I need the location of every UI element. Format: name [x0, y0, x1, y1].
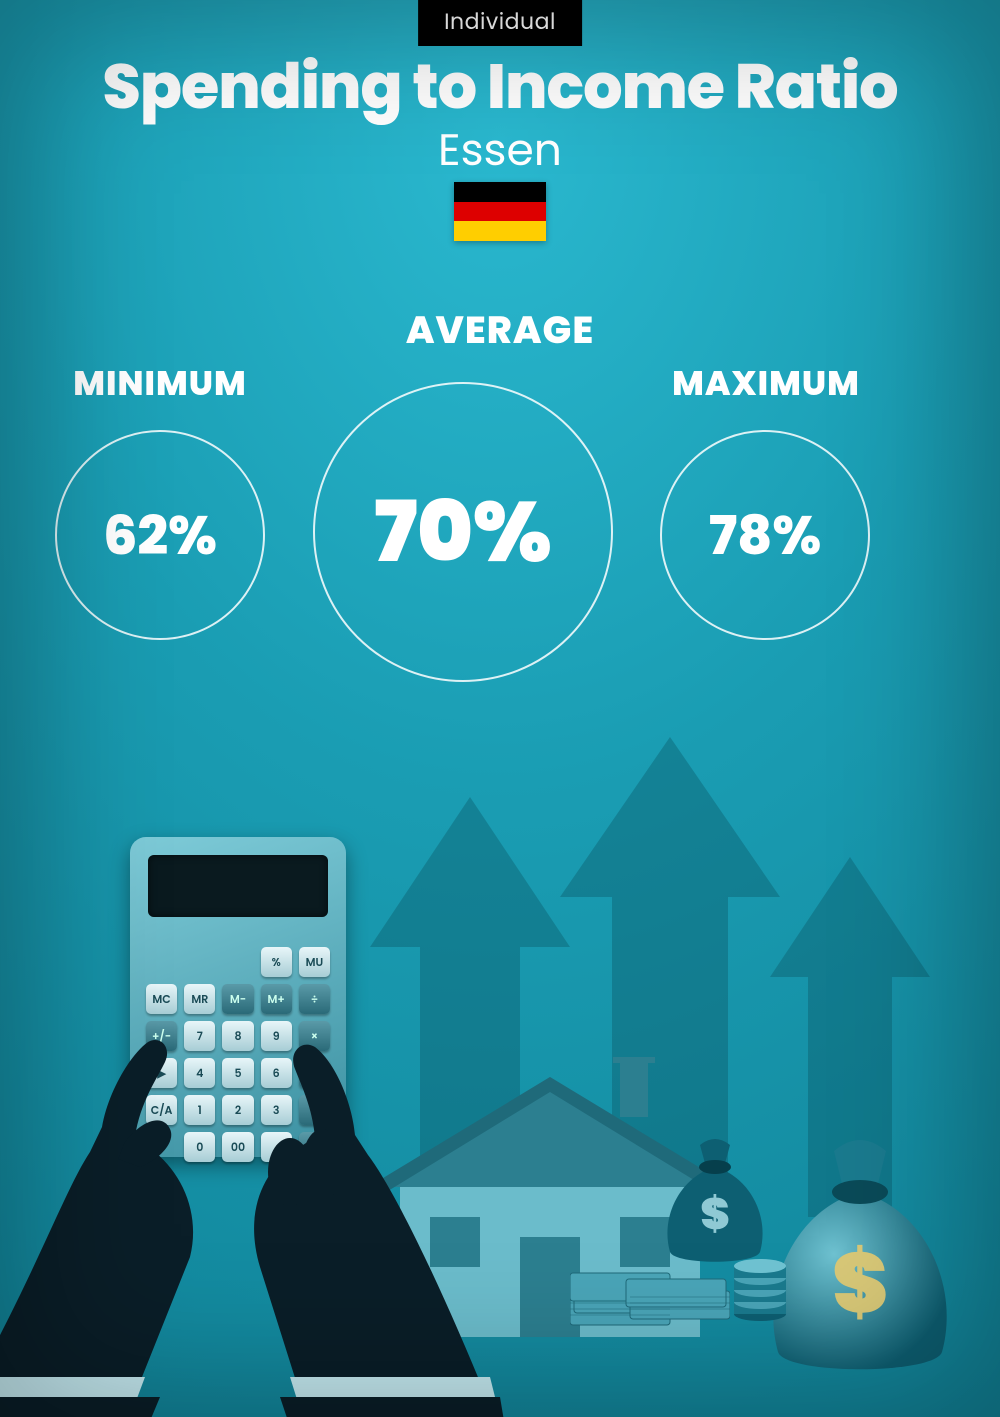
minimum-value: 62%: [103, 495, 217, 576]
city-subtitle: Essen: [0, 118, 1000, 183]
minimum-label: MINIMUM: [30, 358, 290, 409]
maximum-label: MAXIMUM: [636, 358, 896, 409]
average-label: AVERAGE: [370, 302, 630, 359]
maximum-circle: 78%: [660, 430, 870, 640]
average-circle: 70%: [313, 382, 613, 682]
maximum-value: 78%: [709, 495, 821, 576]
minimum-circle: 62%: [55, 430, 265, 640]
germany-flag-icon: [454, 182, 546, 241]
average-value: 70%: [374, 470, 551, 595]
